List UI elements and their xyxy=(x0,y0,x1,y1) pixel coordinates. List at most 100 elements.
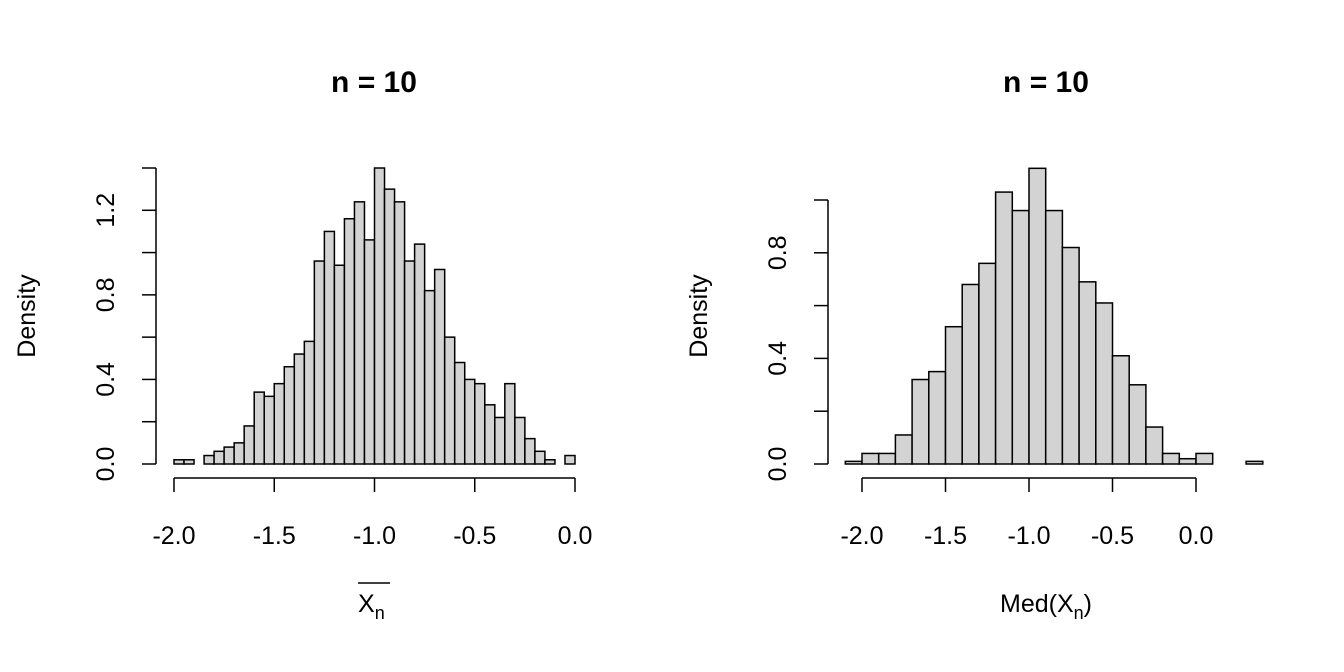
histogram-bar xyxy=(173,459,185,465)
histogram-bar xyxy=(323,230,336,465)
y-tick-label: 0.8 xyxy=(764,235,792,270)
histogram-bar xyxy=(363,239,376,465)
x-axis-label-text: Med(Xn) xyxy=(1000,590,1092,623)
y-tick-label: 0.0 xyxy=(764,447,792,482)
histogram-bar xyxy=(1044,209,1064,465)
histogram-bar xyxy=(413,243,426,465)
histogram-bar xyxy=(1095,302,1114,465)
x-tick-label: -2.0 xyxy=(840,522,883,550)
y-tick-label: 1.2 xyxy=(92,193,120,228)
histogram-bar xyxy=(1195,452,1214,465)
x-tick-label: -2.0 xyxy=(152,522,195,550)
y-axis-label: Density xyxy=(13,274,41,358)
histogram-bar xyxy=(1111,355,1130,465)
chart-title: n = 10 xyxy=(331,66,417,99)
histogram-bar xyxy=(894,434,913,465)
y-tick-label: 0.8 xyxy=(92,277,120,312)
histogram-bar xyxy=(353,201,366,465)
histogram-panel-sample-mean: n = 10 Density Xn -2.0 -1.5 -1.0 -0.5 0.0 0.… xyxy=(13,66,592,623)
histogram-bar xyxy=(253,391,265,465)
histogram-bar xyxy=(183,459,195,465)
histogram-bar xyxy=(1061,246,1080,465)
histogram-bar xyxy=(911,378,930,465)
histogram-bar xyxy=(524,437,536,465)
histogram-bar xyxy=(203,454,215,465)
x-axis-label-text: Xn xyxy=(358,590,385,623)
histogram-bar xyxy=(1078,281,1097,465)
histogram-bar xyxy=(1245,460,1264,465)
histogram-bar xyxy=(544,459,556,465)
x-tick-label: -1.5 xyxy=(924,522,967,550)
y-tick-label: 0.4 xyxy=(764,341,792,376)
histogram-bar xyxy=(233,442,245,465)
x-axis-label-main: X xyxy=(358,590,375,618)
x-axis-label-suffix: ) xyxy=(1084,590,1092,618)
histogram-bar xyxy=(293,353,306,465)
histogram-bar xyxy=(861,452,880,465)
histogram-bar xyxy=(944,325,963,465)
histogram-bar xyxy=(373,167,386,465)
histogram-bar xyxy=(453,361,466,465)
x-tick-label: 0.0 xyxy=(558,522,593,550)
x-axis-label-main: Med(X xyxy=(1000,590,1074,618)
x-tick-label: -1.5 xyxy=(253,522,296,550)
histogram-bar xyxy=(433,268,446,465)
histogram-bar xyxy=(443,336,456,465)
x-axis: -2.0 -1.5 -1.0 -0.5 0.0 xyxy=(152,477,593,550)
histogram-bar xyxy=(393,201,406,465)
histogram-bar xyxy=(1178,457,1197,465)
histogram-bar xyxy=(494,416,506,465)
histogram-bar xyxy=(564,454,576,465)
histogram-bar xyxy=(961,283,980,465)
x-axis: -2.0 -1.5 -1.0 -0.5 0.0 xyxy=(840,477,1214,550)
histogram-bars xyxy=(173,167,576,465)
y-axis-label: Density xyxy=(685,274,713,358)
histogram-bar xyxy=(243,425,255,465)
y-axis: 0.0 0.4 0.8 1.2 xyxy=(92,167,157,482)
histogram-bar xyxy=(994,191,1014,465)
histogram-bar xyxy=(978,262,997,465)
histogram-bar xyxy=(1028,167,1047,465)
histogram-bar xyxy=(463,378,476,465)
x-tick-label: -1.0 xyxy=(353,522,396,550)
histogram-bar xyxy=(333,264,346,465)
histogram-bar xyxy=(263,395,276,465)
histogram-bar xyxy=(928,370,947,465)
x-tick-label: -0.5 xyxy=(1091,522,1134,550)
histogram-bar xyxy=(403,260,416,465)
histogram-bar xyxy=(877,452,897,465)
histogram-bar xyxy=(343,217,356,465)
histogram-bar xyxy=(1128,384,1147,465)
x-axis-label: Med(Xn) xyxy=(1000,590,1092,623)
histogram-panel-sample-median: n = 10 Density Med(Xn) -2.0 -1.5 -1.0 -0.5 0… xyxy=(685,66,1264,623)
histogram-bar xyxy=(223,446,235,465)
histogram-bar xyxy=(504,382,516,465)
histogram-bar xyxy=(1161,452,1181,465)
histogram-bar xyxy=(1011,209,1030,465)
histogram-bar xyxy=(844,460,863,465)
histogram-bar xyxy=(303,340,316,465)
x-axis-label-subscript: n xyxy=(1074,603,1084,623)
y-tick-label: 0.0 xyxy=(92,447,120,482)
chart-title: n = 10 xyxy=(1003,66,1089,99)
x-tick-label: 0.0 xyxy=(1179,522,1214,550)
histogram-bar xyxy=(484,404,496,465)
y-axis: 0.0 0.4 0.8 xyxy=(764,199,829,482)
histogram-bar xyxy=(383,188,396,465)
x-tick-label: -0.5 xyxy=(453,522,496,550)
histogram-bar xyxy=(534,450,546,465)
x-axis-label-subscript: n xyxy=(375,603,385,623)
x-axis-label: Xn xyxy=(358,582,390,623)
histogram-bar xyxy=(273,382,286,465)
y-tick-label: 0.4 xyxy=(92,362,120,397)
histogram-bar xyxy=(283,365,296,465)
x-tick-label: -1.0 xyxy=(1007,522,1050,550)
histogram-bar xyxy=(474,382,486,465)
histogram-bars xyxy=(844,167,1264,465)
histogram-bar xyxy=(1145,426,1164,465)
histogram-bar xyxy=(423,289,436,465)
histogram-bar xyxy=(514,416,526,465)
histogram-bar xyxy=(213,450,225,465)
